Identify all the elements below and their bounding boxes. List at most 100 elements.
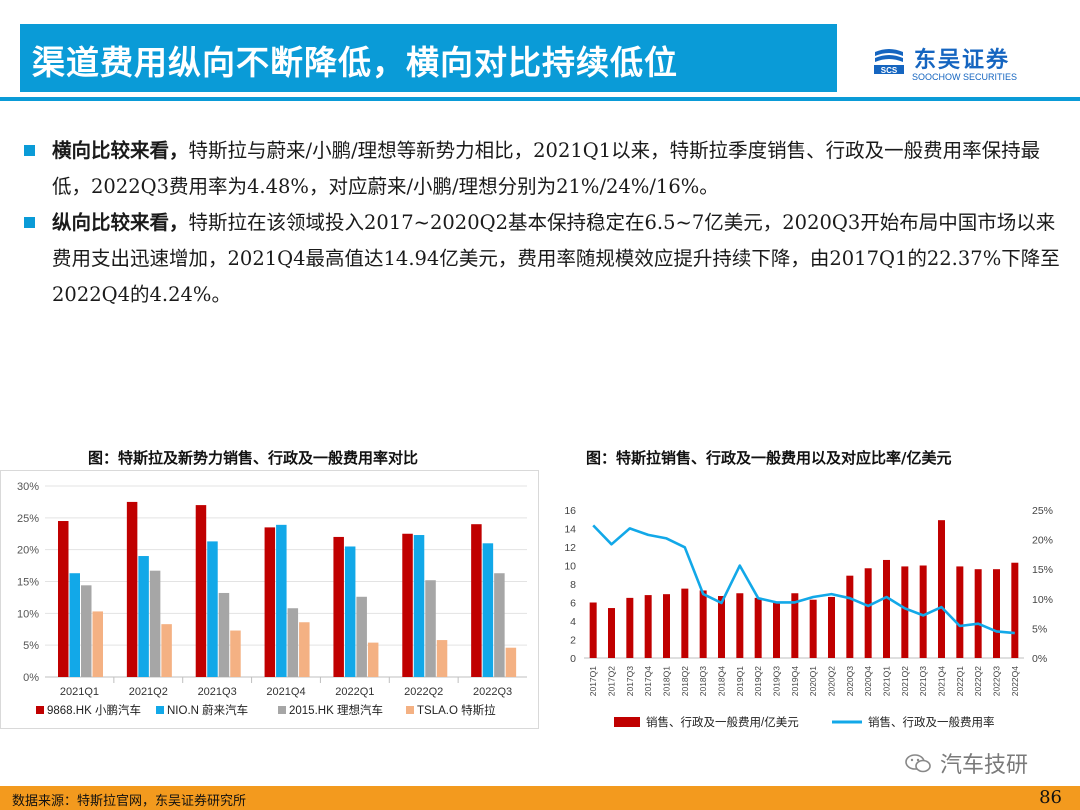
- y-tick-label: 30%: [17, 481, 39, 493]
- bar: [161, 624, 172, 677]
- y-right-tick-label: 15%: [1032, 564, 1053, 576]
- page-title: 渠道费用纵向不断降低，横向对比持续低位: [32, 43, 678, 82]
- bar: [482, 543, 494, 677]
- x-tick-label: 2021Q3: [198, 686, 237, 698]
- bar: [736, 593, 744, 658]
- bar: [974, 569, 982, 658]
- y-tick-label: 20%: [17, 545, 39, 557]
- bar: [901, 566, 909, 658]
- bullet-horizontal-comparison: 横向比较来看，特斯拉与蔚来/小鹏/理想等新势力相比，2021Q1以来，特斯拉季度…: [24, 133, 1064, 205]
- legend-swatch: [278, 706, 286, 714]
- bar: [919, 565, 927, 658]
- legend-label: NIO.N 蔚来汽车: [167, 703, 248, 717]
- x-tick-label: 2017Q4: [643, 666, 653, 697]
- x-tick-label: 2019Q2: [753, 666, 763, 697]
- title-bar: 渠道费用纵向不断降低，横向对比持续低位: [20, 24, 837, 92]
- bar: [718, 596, 725, 658]
- bar: [864, 568, 872, 658]
- data-source: 数据来源：特斯拉官网，东吴证券研究所: [12, 794, 247, 809]
- bar: [195, 505, 207, 677]
- bar: [494, 573, 505, 677]
- bullet-square-icon: [24, 217, 35, 228]
- bar: [993, 569, 1000, 658]
- bar: [938, 520, 945, 658]
- x-tick-label: 2021Q1: [882, 666, 892, 697]
- bar: [681, 588, 689, 658]
- bar: [333, 536, 344, 677]
- logo-cn-text: 东吴证券: [914, 48, 1011, 73]
- y-left-tick-label: 14: [564, 524, 576, 536]
- bar: [218, 592, 230, 677]
- bar: [809, 599, 817, 658]
- bar: [58, 521, 69, 677]
- bar: [276, 524, 287, 677]
- x-tick-label: 2017Q3: [625, 666, 635, 697]
- x-tick-label: 2019Q3: [772, 666, 782, 697]
- bar: [367, 642, 379, 677]
- x-tick-label: 2022Q2: [404, 686, 443, 698]
- x-tick-label: 2018Q2: [680, 666, 690, 697]
- x-tick-label: 2022Q3: [992, 666, 1002, 697]
- expense-ratio-line: [592, 524, 1015, 635]
- y-left-tick-label: 10: [564, 561, 576, 573]
- x-tick-label: 2019Q4: [790, 666, 800, 697]
- svg-text:SCS: SCS: [881, 66, 898, 75]
- bar: [471, 524, 482, 677]
- legend-swatch: [406, 706, 414, 714]
- bar: [287, 608, 299, 677]
- bullet-vertical-comparison: 纵向比较来看，特斯拉在该领域投入2017~2020Q2基本保持稳定在6.5~7亿…: [24, 205, 1064, 313]
- bar: [413, 535, 425, 677]
- x-tick-label: 2019Q1: [735, 666, 745, 697]
- x-tick-label: 2022Q1: [955, 666, 965, 697]
- bar: [754, 597, 762, 658]
- legend-label: 销售、行政及一般费用率: [868, 715, 995, 729]
- tesla-expense-chart: 0 2 4 6 8 10 12 14 16 0% 5% 10% 15% 20% 25% 2017Q1 2017Q…: [564, 505, 1053, 729]
- bar: [126, 501, 138, 677]
- y-tick-label: 10%: [17, 608, 39, 620]
- bar: [69, 573, 80, 677]
- footer-bar: 数据来源：特斯拉官网，东吴证券研究所 86: [0, 786, 1080, 810]
- y-left-tick-label: 0: [570, 653, 576, 665]
- bar: [608, 608, 615, 658]
- chart-frame: [0, 470, 539, 729]
- y-left-tick-label: 16: [564, 505, 576, 517]
- wechat-icon: [905, 754, 931, 773]
- x-tick-label: 2018Q1: [662, 666, 672, 697]
- x-tick-label: 2018Q4: [717, 666, 727, 697]
- y-tick-label: 25%: [17, 513, 39, 525]
- bar: [663, 594, 670, 658]
- x-tick-label: 2020Q2: [827, 666, 837, 697]
- y-left-tick-label: 12: [564, 542, 576, 554]
- x-tick-label: 2020Q1: [808, 666, 818, 697]
- y-right-tick-label: 20%: [1032, 535, 1053, 547]
- legend-label: TSLA.O 特斯拉: [417, 703, 496, 717]
- x-tick-label: 2021Q3: [918, 666, 928, 697]
- logo-en-text: SOOCHOW SECURITIES: [912, 72, 1018, 82]
- bar: [356, 596, 367, 677]
- y-left-tick-label: 8: [570, 579, 576, 591]
- y-left-tick-label: 2: [570, 635, 576, 647]
- bullet-lead: 纵向比较来看，: [52, 211, 189, 234]
- bar: [92, 611, 103, 677]
- x-tick-label: 2017Q1: [588, 666, 598, 697]
- bar: [425, 580, 436, 677]
- right-chart-title: 图：特斯拉销售、行政及一般费用以及对应比率/亿美元: [586, 449, 952, 467]
- logo-mark-icon: SCS: [874, 49, 904, 75]
- left-chart-title: 图：特斯拉及新势力销售、行政及一般费用率对比: [88, 449, 419, 467]
- bar: [264, 527, 276, 677]
- bullet-lead: 横向比较来看，: [52, 139, 189, 162]
- x-tick-label: 2021Q2: [129, 686, 168, 698]
- x-tick-label: 2020Q3: [845, 666, 855, 697]
- bullet-text: 特斯拉在该领域投入2017~2020Q2基本保持稳定在6.5~7亿美元，2020…: [52, 211, 1060, 306]
- peer-expense-ratio-chart: 0% 5% 10% 15% 20% 25% 30% 2021Q1 2021Q2 2021Q3 202…: [0, 470, 539, 729]
- watermark: 汽车技研: [940, 753, 1029, 778]
- bar: [791, 593, 799, 658]
- x-tick-label: 2021Q4: [937, 666, 947, 697]
- y-tick-label: 5%: [23, 640, 39, 652]
- bar: [644, 595, 652, 658]
- x-tick-label: 2017Q2: [607, 666, 617, 697]
- legend-swatch-bar: [614, 717, 640, 727]
- y-left-tick-label: 4: [570, 616, 576, 628]
- company-logo: SCS 东吴证券 SOOCHOW SECURITIES: [872, 44, 1032, 88]
- y-left-tick-label: 6: [570, 598, 576, 610]
